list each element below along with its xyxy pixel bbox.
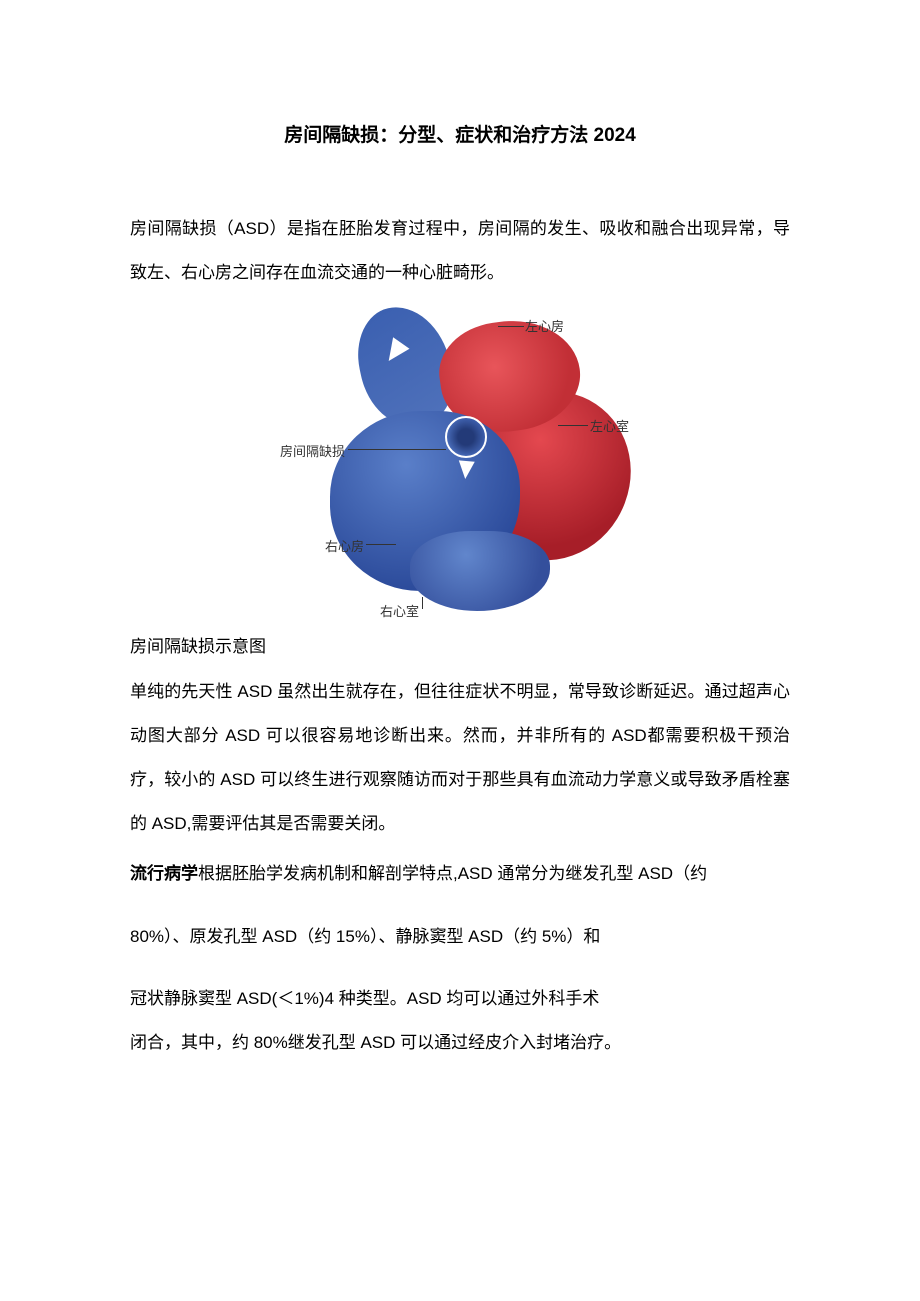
epidemiology-line-1: 流行病学根据胚胎学发病机制和解剖学特点,ASD 通常分为继发孔型 ASD（约 xyxy=(130,852,790,896)
document-title: 房间隔缺损：分型、症状和治疗方法 2024 xyxy=(130,120,790,147)
epidemiology-line-2: 80%）、原发孔型 ASD（约 15%）、静脉窦型 ASD（约 5%）和 xyxy=(130,915,790,959)
label-defect: 房间隔缺损 xyxy=(280,441,345,460)
epidemiology-text-1: 根据胚胎学发病机制和解剖学特点,ASD 通常分为继发孔型 ASD（约 xyxy=(198,864,707,883)
epidemiology-label: 流行病学 xyxy=(130,864,198,883)
intro-paragraph: 房间隔缺损（ASD）是指在胚胎发育过程中，房间隔的发生、吸收和融合出现异常，导致… xyxy=(130,207,790,295)
leader-line xyxy=(422,597,423,609)
epidemiology-line-3: 冠状静脉窦型 ASD(＜1%)4 种类型。ASD 均可以通过外科手术 xyxy=(130,977,790,1021)
body-paragraph-2: 单纯的先天性 ASD 虽然出生就存在，但往往症状不明显，常导致诊断延迟。通过超声… xyxy=(130,670,790,847)
line-gap xyxy=(130,959,790,977)
diagram-container: 左心房 左心室 房间隔缺损 右心房 右心室 xyxy=(130,301,790,621)
leader-line xyxy=(558,425,588,426)
leader-line xyxy=(498,326,524,327)
right-ventricle-shape xyxy=(410,531,550,611)
label-right-atrium: 右心房 xyxy=(325,536,364,555)
diagram-caption: 房间隔缺损示意图 xyxy=(130,625,790,669)
flow-arrow-icon xyxy=(457,461,475,480)
leader-line xyxy=(366,544,396,545)
line-gap xyxy=(130,897,790,915)
label-right-ventricle: 右心室 xyxy=(380,601,419,620)
heart-diagram: 左心房 左心室 房间隔缺损 右心房 右心室 xyxy=(270,301,650,621)
label-left-ventricle: 左心室 xyxy=(590,416,629,435)
epidemiology-line-4: 闭合，其中，约 80%继发孔型 ASD 可以通过经皮介入封堵治疗。 xyxy=(130,1021,790,1065)
label-left-atrium: 左心房 xyxy=(525,316,564,335)
leader-line xyxy=(348,449,446,450)
